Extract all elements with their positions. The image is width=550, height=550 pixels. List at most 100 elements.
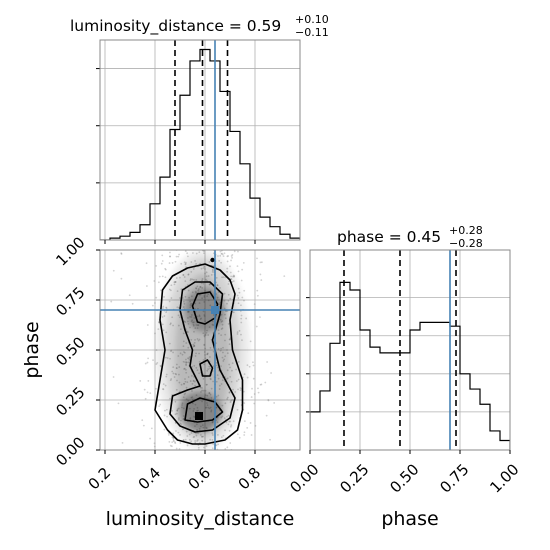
scatter-point (172, 439, 175, 442)
scatter-point (172, 437, 175, 440)
density-contour (169, 281, 236, 433)
scatter-point (237, 270, 240, 273)
scatter-point (222, 255, 225, 257)
phase-x-tick-label: 0.50 (386, 460, 422, 496)
scatter-point (257, 391, 260, 394)
scatter-point (160, 262, 163, 265)
scatter-point (259, 261, 262, 264)
phase-x-tick-label: 0.00 (286, 460, 322, 496)
scatter-point (226, 255, 229, 258)
scatter-point (252, 377, 255, 380)
phase-x-tick-label: 0.75 (436, 460, 472, 496)
density-contour (154, 263, 244, 445)
scatter-point (145, 262, 148, 265)
scatter-point (260, 383, 263, 386)
scatter-point (231, 256, 233, 259)
scatter-point (131, 302, 134, 305)
scatter-point (247, 412, 250, 415)
scatter-point (167, 433, 170, 436)
x-axis-label: luminosity_distance (106, 508, 295, 530)
scatter-point (159, 403, 162, 406)
scatter-point (226, 446, 229, 449)
scatter-point (161, 260, 164, 262)
scatter-point (178, 253, 180, 256)
scatter-point (112, 269, 115, 272)
scatter-point (259, 383, 262, 386)
scatter-point (163, 414, 166, 417)
scatter-point (184, 250, 187, 253)
scatter-point (152, 359, 154, 362)
marginal-1-title-minus: −0.11 (295, 26, 329, 39)
scatter-point (233, 250, 236, 253)
scatter-point (141, 419, 144, 422)
scatter-point (146, 391, 149, 394)
scatter-point (158, 275, 161, 278)
scatter-point (146, 324, 149, 326)
scatter-point (253, 303, 256, 305)
scatter-point (219, 254, 222, 257)
joint-y-tick-label: 0.00 (52, 433, 88, 469)
scatter-point (230, 255, 233, 257)
scatter-point (168, 262, 171, 264)
scatter-point (154, 302, 156, 304)
scatter-point (221, 253, 224, 256)
marginal-2-title: phase = 0.45 (337, 228, 441, 246)
scatter-point (252, 364, 255, 367)
marginal-2-title-minus: −0.28 (449, 237, 483, 250)
scatter-point (226, 260, 229, 263)
scatter-point (252, 361, 254, 364)
scatter-point (283, 275, 286, 278)
scatter-point (249, 340, 252, 343)
scatter-point (150, 427, 153, 430)
scatter-point (250, 396, 253, 398)
scatter-point (238, 436, 241, 439)
scatter-point (149, 392, 152, 394)
scatter-point (186, 252, 189, 255)
scatter-point (145, 285, 148, 287)
phase-x-tick-label: 1.00 (486, 460, 522, 496)
scatter-point (164, 268, 167, 271)
scatter-point (230, 259, 232, 262)
lumdist-frame (99, 39, 301, 241)
joint-truth-marker (211, 306, 219, 314)
scatter-point (172, 432, 175, 435)
scatter-point (243, 289, 246, 292)
phase-x-axis-label: phase (381, 508, 438, 530)
scatter-point (227, 255, 230, 257)
scatter-point (174, 260, 177, 263)
joint-x-tick-label: 0.6 (185, 464, 215, 494)
scatter-point (120, 252, 123, 255)
scatter-point (169, 255, 172, 258)
scatter-point (143, 388, 146, 391)
scatter-point (120, 253, 123, 255)
scatter-point (161, 254, 164, 257)
joint-x-tick-label: 0.4 (135, 464, 165, 494)
scatter-point (168, 441, 171, 443)
scatter-point (117, 402, 120, 405)
y-axis-label: phase (21, 321, 43, 378)
scatter-point (259, 316, 261, 319)
scatter-point (159, 289, 162, 292)
scatter-point (240, 279, 243, 282)
scatter-point (221, 252, 223, 255)
density-contour (191, 291, 219, 325)
scatter-point (144, 397, 147, 400)
scatter-point (265, 414, 268, 417)
scatter-point (249, 422, 252, 424)
scatter-point (223, 252, 226, 255)
scatter-point (153, 280, 156, 282)
scatter-point (164, 267, 167, 270)
scatter-point (251, 387, 253, 390)
joint-density-panel: 0.2 0.4 0.6 0.8 0.00 0.25 0.50 0.75 1.00 (52, 233, 301, 494)
scatter-point (267, 398, 270, 401)
joint-y-tick-label: 0.50 (52, 333, 88, 369)
scatter-point (128, 294, 131, 297)
density-contour (199, 359, 214, 377)
scatter-point (147, 379, 150, 382)
marginal-2-title-plus: +0.28 (449, 224, 483, 237)
scatter-point (242, 261, 245, 264)
scatter-point (153, 442, 156, 445)
scatter-point (121, 441, 124, 444)
scatter-point (257, 387, 259, 390)
scatter-point (171, 262, 174, 264)
